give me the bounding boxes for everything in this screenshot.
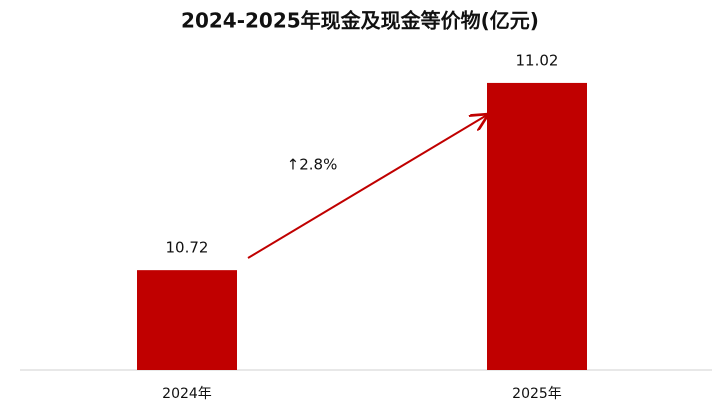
annotation: ↑2.8%: [287, 156, 338, 174]
growth-arrow: [247, 115, 487, 259]
value-label: 11.02: [516, 51, 559, 69]
bar: [487, 82, 587, 370]
bar: [137, 270, 237, 370]
x-tick-label: 2024年: [162, 386, 212, 402]
chart-title: 2024-2025年现金及现金等价物(亿元): [181, 9, 539, 33]
x-tick-label: 2025年: [512, 386, 562, 402]
value-label: 10.72: [166, 239, 209, 257]
